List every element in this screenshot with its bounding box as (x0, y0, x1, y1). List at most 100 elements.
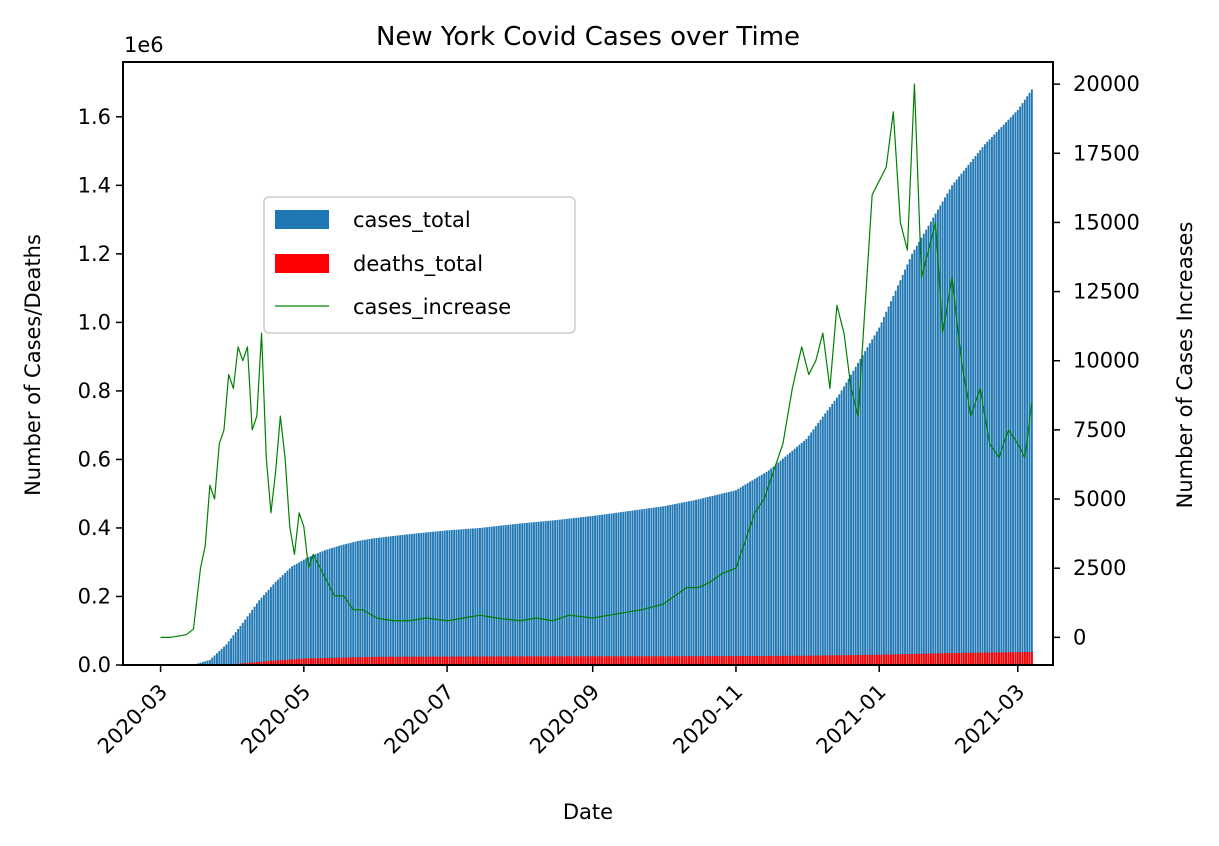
cases-total-bar (753, 478, 756, 665)
cases-total-bar (471, 528, 474, 665)
deaths-total-bar (821, 655, 824, 665)
cases-total-bar (565, 518, 568, 665)
deaths-total-bar (309, 658, 312, 665)
cases-total-bar (591, 515, 594, 665)
deaths-total-bar (584, 656, 587, 665)
cases-total-bar (262, 594, 265, 665)
cases-total-bar (779, 460, 782, 665)
cases-total-bar (951, 185, 953, 665)
cases-total-bar (460, 529, 463, 665)
deaths-total-bar (448, 656, 451, 665)
cases-total-bar (302, 559, 305, 665)
deaths-total-bar (695, 656, 697, 665)
deaths-total-bar (549, 656, 552, 665)
cases-total-bar (490, 526, 493, 665)
deaths-total-bar (840, 655, 843, 665)
cases-total-bar (723, 493, 726, 665)
deaths-total-bar (763, 655, 766, 665)
cases-total-bar (657, 507, 660, 665)
cases-total-bar (401, 534, 404, 665)
deaths-total-bar (746, 656, 749, 665)
deaths-total-bar (589, 656, 592, 665)
cases-total-bar (669, 504, 672, 665)
cases-total-bar (897, 285, 899, 665)
cases-total-bar (349, 542, 352, 665)
cases-total-bar (523, 523, 526, 665)
deaths-total-bar (490, 656, 493, 665)
deaths-total-bar (988, 652, 991, 665)
cases-total-bar (1026, 96, 1029, 665)
plot-area-frame (122, 61, 1054, 666)
deaths-total-bar (774, 655, 777, 665)
cases-total-bar (572, 518, 575, 665)
deaths-total-bar (915, 653, 918, 665)
deaths-total-bar (253, 662, 256, 665)
cases-total-bar (521, 523, 524, 665)
deaths-total-bar (523, 656, 526, 665)
deaths-total-bar (868, 654, 871, 665)
deaths-total-bar (533, 656, 535, 665)
deaths-total-bar (772, 655, 775, 665)
deaths-total-bar (516, 656, 519, 665)
deaths-total-bar (814, 655, 817, 665)
deaths-total-bar (911, 653, 914, 665)
y-axis-right: 0 2500 5000 7500 10000 12500 15000 17500 20000 (1053, 72, 1140, 649)
cases-total-bar (288, 568, 291, 665)
cases-total-bar (894, 290, 897, 665)
deaths-total-bar (568, 656, 571, 665)
deaths-total-bar (526, 656, 528, 665)
deaths-total-bar (652, 656, 655, 665)
cases-total-bar (333, 547, 336, 665)
deaths-total-bar (500, 656, 503, 665)
deaths-total-bar (918, 653, 921, 665)
cases-total-bar (462, 529, 465, 665)
deaths-total-bar (998, 652, 1000, 665)
legend: cases_total deaths_total cases_increase (263, 196, 576, 334)
deaths-total-bar (643, 656, 646, 665)
cases-total-bar (216, 653, 218, 665)
deaths-total-bar (619, 656, 622, 665)
deaths-total-bar (509, 656, 512, 665)
deaths-total-bar (737, 656, 740, 665)
cases-total-bar (817, 422, 820, 665)
cases-total-bar (709, 496, 712, 665)
cases-total-bar (213, 655, 216, 665)
deaths-total-bar (518, 656, 521, 665)
cases-total-bar (199, 662, 202, 665)
deaths-total-bar (803, 655, 805, 665)
cases-total-bar (810, 432, 813, 665)
cases-total-bar (309, 556, 312, 665)
deaths-total-bar (629, 656, 632, 665)
cases-total-bar (739, 487, 742, 665)
deaths-total-bar (732, 656, 735, 665)
deaths-total-bar (683, 656, 686, 665)
cases-total-bar (662, 506, 665, 665)
cases-total-bar (927, 225, 930, 665)
cases-total-bar (201, 661, 204, 665)
left-axis-offset-label: 1e6 (124, 33, 164, 57)
cases-total-bar (291, 566, 294, 665)
cases-total-bar (725, 492, 728, 665)
cases-total-bar (497, 525, 500, 665)
cases-total-bar (821, 416, 824, 665)
deaths-total-bar (690, 656, 693, 665)
deaths-total-bar (420, 656, 423, 665)
cases-total-bar (751, 480, 754, 665)
deaths-total-bar (739, 656, 742, 665)
x-tick-label: 2020-03 (93, 680, 172, 759)
deaths-total-bar (894, 654, 897, 665)
deaths-total-bar (861, 654, 864, 665)
cases-total-bar (843, 386, 845, 665)
y-left-tick-label: 1.0 (78, 310, 111, 334)
cases-total-bar (316, 553, 319, 665)
deaths-total-bar (786, 655, 789, 665)
cases-total-bar (561, 519, 564, 665)
deaths-total-bar (727, 656, 730, 665)
deaths-total-bar (507, 656, 510, 665)
deaths-total-bar (321, 658, 324, 665)
cases-total-bar (812, 429, 815, 665)
deaths-total-bar (836, 655, 838, 665)
cases-total-bar (1002, 124, 1005, 665)
cases-total-bar (580, 517, 582, 665)
cases-total-bar (225, 644, 228, 665)
